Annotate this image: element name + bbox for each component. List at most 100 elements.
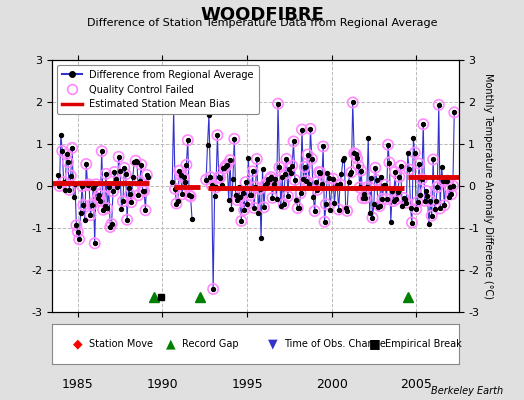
Point <box>391 169 399 175</box>
Point <box>423 193 432 199</box>
Point <box>347 169 355 176</box>
Point <box>248 168 257 174</box>
Point <box>411 150 419 156</box>
Point <box>114 154 123 160</box>
Point <box>309 194 318 200</box>
Point <box>350 150 358 156</box>
Text: Berkeley Earth: Berkeley Earth <box>431 386 503 396</box>
Point <box>385 159 394 166</box>
Point <box>303 151 312 158</box>
Point <box>86 212 95 218</box>
Point <box>383 196 391 202</box>
Point <box>412 206 420 212</box>
Point <box>182 162 191 168</box>
Point <box>232 192 240 198</box>
Point <box>358 195 367 202</box>
Point <box>220 165 228 172</box>
Point <box>298 126 306 133</box>
Point <box>73 228 82 235</box>
Point <box>86 212 95 218</box>
Point <box>230 136 238 142</box>
Point <box>418 176 426 182</box>
Point <box>332 184 340 190</box>
Point <box>246 192 254 198</box>
Text: ▲: ▲ <box>166 338 176 350</box>
Point <box>429 156 438 163</box>
Point <box>374 204 383 210</box>
Point <box>428 212 436 219</box>
Point <box>392 196 401 202</box>
Point <box>378 196 387 202</box>
Point <box>101 203 109 209</box>
Point <box>405 166 413 173</box>
Point <box>120 165 128 171</box>
Point <box>436 205 444 212</box>
Point <box>387 219 395 226</box>
Point <box>141 207 150 214</box>
Point <box>69 194 78 201</box>
Text: 1985: 1985 <box>62 378 94 391</box>
Text: 1995: 1995 <box>231 378 263 391</box>
Point <box>268 195 277 201</box>
Point <box>144 174 152 180</box>
Point <box>213 132 222 138</box>
Point <box>274 100 282 107</box>
Point <box>395 174 403 180</box>
Point <box>399 195 408 201</box>
Point <box>271 176 279 183</box>
Point <box>185 192 193 198</box>
Point <box>415 160 423 167</box>
Point <box>250 205 258 211</box>
Point <box>258 165 267 172</box>
Point <box>54 171 62 178</box>
Point <box>408 219 416 226</box>
Point <box>337 171 346 177</box>
Point <box>181 179 189 185</box>
Point <box>137 161 146 168</box>
Point <box>285 165 293 172</box>
Point <box>244 155 253 162</box>
Text: 2005: 2005 <box>400 378 432 391</box>
Point <box>297 190 305 196</box>
Point <box>303 151 312 158</box>
Text: ◆: ◆ <box>73 338 82 350</box>
Point <box>322 201 330 208</box>
Point <box>75 236 83 242</box>
Point <box>58 148 67 154</box>
Point <box>434 102 443 108</box>
Point <box>279 201 288 207</box>
Text: Empirical Break: Empirical Break <box>386 339 462 349</box>
Point <box>127 199 136 205</box>
Point <box>97 148 106 154</box>
Point <box>447 191 456 198</box>
Point <box>316 170 324 176</box>
Point <box>219 165 227 171</box>
Point <box>82 161 91 167</box>
Point <box>352 151 360 158</box>
Point <box>347 169 355 176</box>
Point <box>449 182 457 189</box>
Point <box>128 174 137 180</box>
Point <box>358 195 367 202</box>
Point <box>236 194 244 200</box>
Point <box>223 161 232 168</box>
Point <box>209 286 217 292</box>
Point <box>306 126 314 132</box>
Point <box>107 221 116 227</box>
Point <box>313 186 322 193</box>
Point <box>318 181 326 187</box>
Point <box>122 171 130 178</box>
Point <box>65 186 73 193</box>
Point <box>242 179 250 185</box>
Point <box>450 109 458 116</box>
Point <box>299 176 308 182</box>
Point <box>64 159 72 165</box>
Point <box>367 175 375 182</box>
Point <box>444 194 453 200</box>
Point <box>269 181 278 187</box>
Point <box>324 175 333 182</box>
Point <box>419 121 428 128</box>
Point <box>234 184 243 191</box>
Point <box>291 177 299 183</box>
Point <box>408 219 416 226</box>
